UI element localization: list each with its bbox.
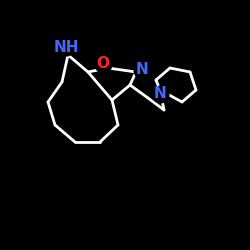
- Text: NH: NH: [53, 40, 79, 54]
- Text: N: N: [136, 62, 148, 78]
- Text: N: N: [154, 86, 166, 102]
- Text: O: O: [96, 56, 110, 72]
